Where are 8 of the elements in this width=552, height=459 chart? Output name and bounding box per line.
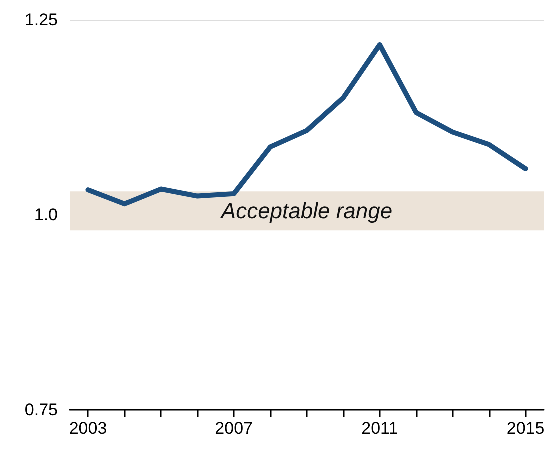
y-tick-label: 1.0 [34,206,58,224]
x-tick-label: 2015 [506,419,545,438]
x-tick-label: 2003 [69,419,108,438]
y-tick-label: 0.75 [24,400,58,420]
band-label: Acceptable range [219,198,393,224]
x-tick-label: 2011 [362,419,398,438]
y-tick-label: 1.25 [24,10,58,30]
x-tick-label: 2007 [215,419,253,438]
